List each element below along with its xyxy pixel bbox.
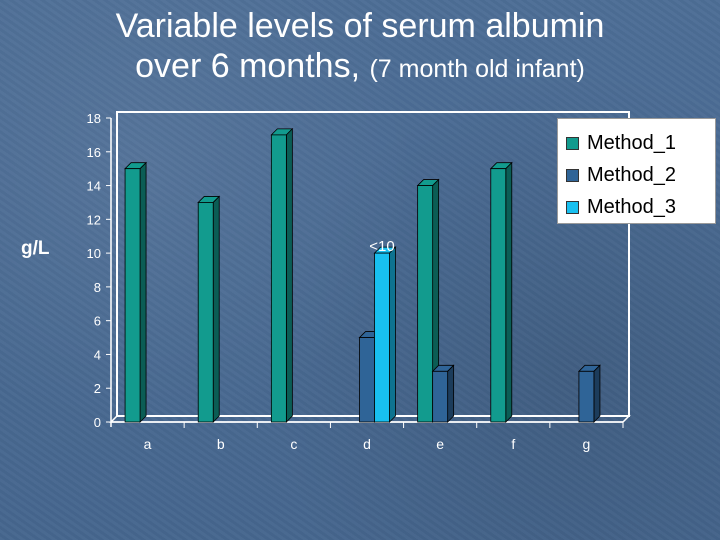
data-label: <10 <box>369 238 394 255</box>
bar-front-face <box>374 252 390 423</box>
legend-swatch <box>566 136 579 150</box>
y-tick-label: 10 <box>87 246 101 261</box>
y-tick-label: 4 <box>94 347 101 362</box>
legend-label: Method_3 <box>587 195 676 218</box>
x-tick-label: a <box>144 436 152 452</box>
bar-side-face <box>593 364 601 423</box>
x-tick-label: b <box>217 436 225 452</box>
x-tick-label: e <box>436 436 444 452</box>
bar-front-face <box>578 370 595 423</box>
legend-item: Method_3 <box>566 191 715 223</box>
y-tick-label: 0 <box>94 415 101 430</box>
bar-side-face <box>212 195 220 423</box>
bar-method-1 <box>416 178 440 423</box>
title-line-1: Variable levels of serum albumin <box>115 7 605 45</box>
bar-front-face <box>417 185 434 423</box>
bar-method-1 <box>270 127 294 423</box>
bar-method-1 <box>197 195 221 423</box>
x-tick-label: c <box>290 436 297 452</box>
legend-label: Method_2 <box>587 163 676 186</box>
y-tick-label: 12 <box>87 212 101 227</box>
bar-method-2 <box>431 364 455 423</box>
bar-method-1 <box>124 161 148 423</box>
y-tick-label: 8 <box>94 280 101 295</box>
y-axis-label: g/L <box>21 238 50 259</box>
bar-side-face <box>285 127 293 423</box>
legend-swatch <box>566 200 579 214</box>
bar-method-3 <box>373 246 397 423</box>
y-tick-label: 6 <box>94 314 101 329</box>
title-line-2-sub: (7 month old infant) <box>369 55 585 83</box>
bar-side-face <box>447 364 455 423</box>
x-tick-label: g <box>583 436 591 452</box>
bar-front-face <box>270 134 287 423</box>
legend-item: Method_2 <box>566 159 715 191</box>
bar-method-1 <box>489 161 513 423</box>
bar-side-face <box>139 161 147 423</box>
bar-side-face <box>505 161 513 423</box>
bar-front-face <box>124 168 141 423</box>
bar-side-face <box>389 246 396 423</box>
legend-label: Method_1 <box>587 131 676 154</box>
y-tick-label: 18 <box>87 111 101 126</box>
chart-legend: Method_1 Method_2 Method_3 <box>557 118 716 224</box>
bar-front-face <box>490 168 507 423</box>
title-line-2: over 6 months, (7 month old infant) <box>0 46 720 89</box>
bar-method-2 <box>577 364 601 423</box>
y-tick-label: 16 <box>87 145 101 160</box>
title-line-2-main: over 6 months, <box>135 47 361 85</box>
slide-title: Variable levels of serum albumin over 6 … <box>0 6 720 89</box>
bar-front-face <box>197 202 214 423</box>
bar-front-face <box>432 370 449 423</box>
y-tick-label: 2 <box>94 381 101 396</box>
legend-item: Method_1 <box>566 127 715 159</box>
y-tick-label: 14 <box>87 179 101 194</box>
bar-front-face <box>359 337 375 423</box>
x-tick-label: f <box>511 436 515 452</box>
x-tick-label: d <box>363 436 371 452</box>
legend-swatch <box>566 168 579 182</box>
